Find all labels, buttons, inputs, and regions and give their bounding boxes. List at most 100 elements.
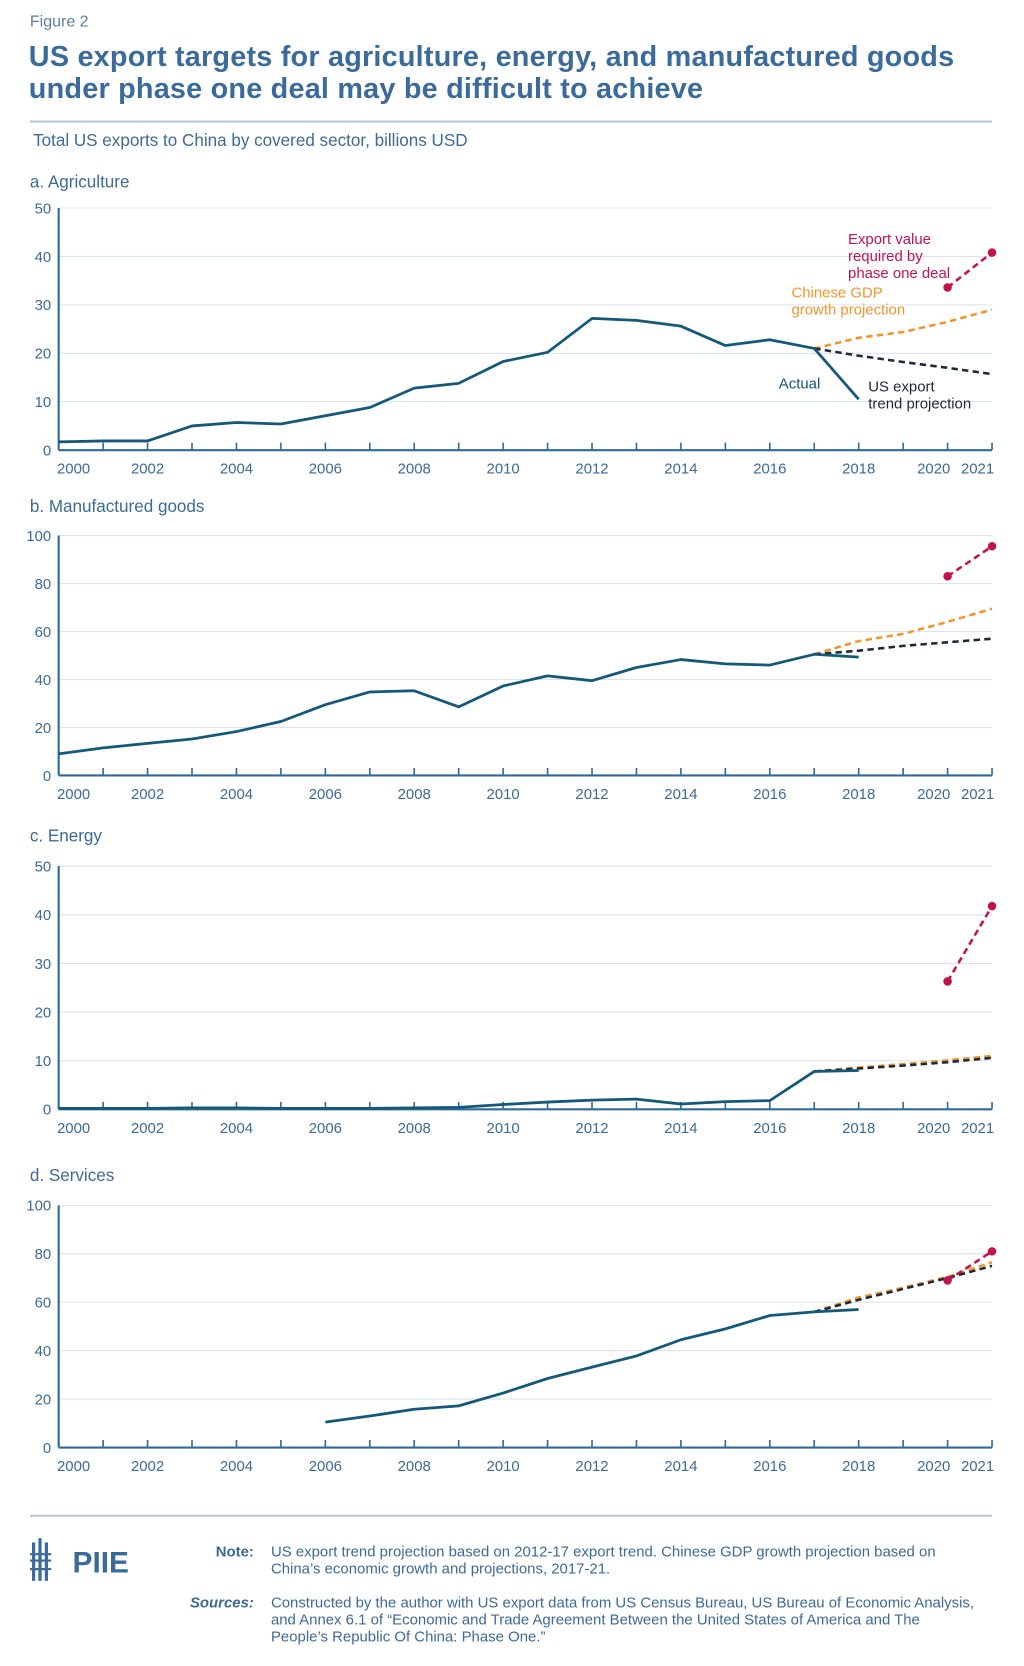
x-tick-label: 2008 bbox=[398, 1120, 431, 1137]
x-tick-label: 2018 bbox=[842, 461, 875, 478]
piie-logo-icon: PIIE bbox=[29, 1538, 129, 1581]
y-tick-label: 20 bbox=[35, 1391, 52, 1408]
x-tick-label: 2002 bbox=[131, 1120, 164, 1137]
panel-title-services: d. Services bbox=[29, 1166, 115, 1186]
series-trend-projection-line bbox=[814, 347, 993, 376]
required-point bbox=[987, 542, 997, 551]
x-tick-label: 2000 bbox=[57, 461, 90, 478]
y-tick-label: 40 bbox=[35, 249, 52, 266]
chart-panel-0: 0 10 20 30 40 50 2000 2002 2004 2006 2008 2010 2012 2… bbox=[35, 200, 997, 478]
y-tick-label: 80 bbox=[35, 1246, 52, 1263]
x-tick-label: 2002 bbox=[131, 461, 164, 478]
panel-title-energy: c. Energy bbox=[29, 827, 102, 846]
x-tick-label: 2010 bbox=[487, 1120, 520, 1137]
series-required-line bbox=[946, 905, 994, 983]
x-tick-label: 2016 bbox=[753, 786, 786, 803]
series-gdp-projection-line bbox=[813, 308, 993, 350]
y-tick-label: 0 bbox=[43, 1102, 51, 1119]
y-tick-label: 60 bbox=[35, 624, 52, 641]
y-tick-label: 10 bbox=[35, 1053, 52, 1070]
figure-label: Figure 2 bbox=[29, 12, 89, 31]
x-tick-label: 2020 bbox=[917, 461, 950, 478]
y-tick-label: 20 bbox=[35, 346, 52, 363]
y-tick-label: 40 bbox=[35, 672, 52, 689]
title-divider bbox=[29, 120, 993, 123]
y-tick-label: 40 bbox=[35, 907, 52, 924]
x-tick-label: 2004 bbox=[220, 461, 253, 478]
y-tick-label: 100 bbox=[26, 528, 51, 545]
x-tick-label: 2006 bbox=[309, 1120, 342, 1137]
y-tick-label: 0 bbox=[43, 768, 51, 785]
piie-logo: PIIE bbox=[29, 1536, 147, 1588]
annotation-trend: trend projection bbox=[868, 396, 971, 413]
x-tick-label: 2000 bbox=[57, 1120, 90, 1137]
x-tick-label: 2010 bbox=[487, 461, 520, 478]
x-tick-label: 2010 bbox=[487, 1458, 520, 1475]
y-tick-label: 80 bbox=[35, 576, 52, 593]
x-tick-label: 2000 bbox=[57, 1458, 90, 1475]
x-tick-label: 2016 bbox=[753, 1120, 786, 1137]
x-tick-label: 2020 bbox=[917, 1120, 950, 1137]
x-tick-label: 2018 bbox=[842, 786, 875, 803]
x-tick-label: 2014 bbox=[664, 1120, 697, 1137]
y-tick-label: 100 bbox=[26, 1198, 51, 1215]
x-tick-label: 2006 bbox=[309, 461, 342, 478]
sources-text: Constructed by the author with US export… bbox=[270, 1593, 975, 1645]
series-actual-line bbox=[58, 317, 860, 444]
sources-label: Sources: bbox=[189, 1593, 254, 1611]
x-tick-label: 2020 bbox=[917, 786, 950, 803]
series-actual-line bbox=[58, 1069, 859, 1110]
x-tick-label: 2021 bbox=[961, 786, 994, 803]
x-tick-label: 2016 bbox=[753, 1458, 786, 1475]
x-tick-label: 2020 bbox=[917, 1458, 950, 1475]
x-tick-label: 2014 bbox=[664, 461, 697, 478]
chart-panel-3: 0 20 40 60 80 100 2000 2002 2004 2006 2008 2010 2012… bbox=[26, 1198, 997, 1475]
y-tick-label: 50 bbox=[35, 200, 52, 217]
footer-divider bbox=[29, 1514, 993, 1517]
x-tick-label: 2012 bbox=[575, 1120, 608, 1137]
series-trend-projection-line bbox=[813, 1264, 993, 1314]
x-tick-label: 2021 bbox=[961, 1120, 994, 1137]
y-tick-label: 0 bbox=[43, 1440, 51, 1457]
required-point bbox=[987, 901, 997, 911]
required-point bbox=[987, 248, 997, 257]
series-actual-line bbox=[58, 652, 859, 756]
x-tick-label: 2014 bbox=[664, 786, 697, 803]
x-tick-label: 2016 bbox=[753, 461, 786, 478]
x-tick-label: 2010 bbox=[487, 786, 520, 803]
y-tick-label: 60 bbox=[35, 1295, 52, 1312]
x-tick-label: 2002 bbox=[131, 1458, 164, 1475]
required-point bbox=[987, 1247, 997, 1256]
x-tick-label: 2002 bbox=[131, 786, 164, 803]
chart-panel-2: 0 10 20 30 40 50 2000 2002 2004 2006 2008 2010 2012 2… bbox=[35, 858, 997, 1137]
x-tick-label: 2008 bbox=[398, 461, 431, 478]
series-trend-projection-line bbox=[814, 1056, 993, 1073]
series-required-line bbox=[946, 545, 993, 578]
annotation-gdp: growth projection bbox=[791, 302, 905, 319]
y-tick-label: 0 bbox=[43, 442, 51, 459]
y-tick-label: 10 bbox=[35, 394, 52, 411]
x-tick-label: 2018 bbox=[842, 1458, 875, 1475]
series-required-line bbox=[946, 251, 993, 289]
annotation-required: phase one deal bbox=[848, 265, 950, 282]
chart-panel-1: 0 20 40 60 80 100 2000 2002 2004 2006 2008 2010 2012… bbox=[26, 528, 997, 803]
required-point bbox=[943, 1276, 952, 1285]
panel-title-agriculture: a. Agriculture bbox=[29, 173, 130, 193]
logo-text: PIIE bbox=[73, 1546, 129, 1579]
series-gdp-projection-line bbox=[814, 1054, 993, 1073]
x-tick-label: 2004 bbox=[220, 786, 253, 803]
note-text: US export trend projection based on 2012… bbox=[270, 1542, 936, 1577]
x-tick-label: 2014 bbox=[664, 1458, 697, 1475]
x-tick-label: 2000 bbox=[57, 786, 90, 803]
y-tick-label: 50 bbox=[35, 858, 52, 875]
series-actual-line bbox=[325, 1308, 859, 1424]
y-tick-label: 20 bbox=[35, 1004, 52, 1021]
required-point bbox=[943, 283, 952, 292]
series-required-line bbox=[946, 1250, 993, 1282]
x-tick-label: 2006 bbox=[309, 786, 342, 803]
x-tick-label: 2012 bbox=[575, 786, 608, 803]
x-tick-label: 2018 bbox=[842, 1120, 875, 1137]
annotation-trend: US export bbox=[868, 379, 935, 396]
annotation-gdp: Chinese GDP bbox=[791, 285, 882, 302]
